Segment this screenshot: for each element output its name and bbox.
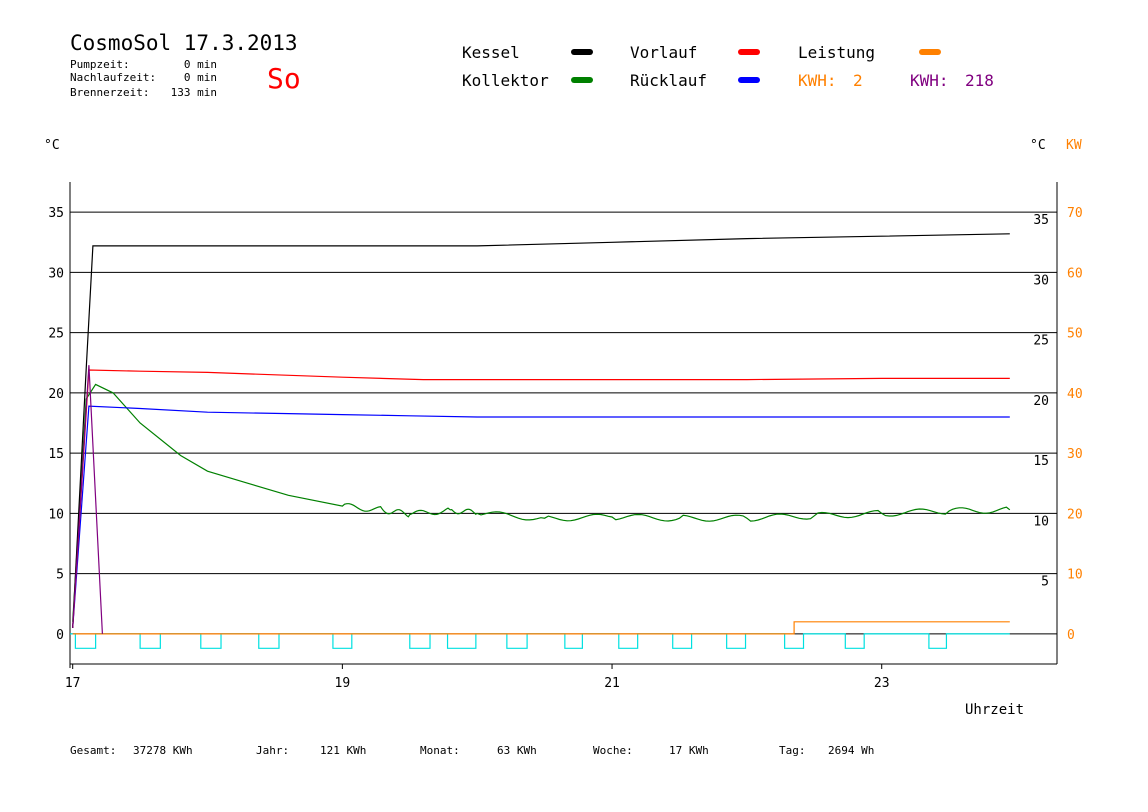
y-tick-label-left: 35	[48, 206, 64, 221]
y-tick-label-right: 5	[1041, 575, 1049, 590]
legend-swatch-vorlauf	[738, 49, 760, 55]
y-tick-label-left: 0	[56, 628, 64, 643]
y-tick-label-kw: 40	[1067, 387, 1083, 402]
x-tick-label: 17	[65, 676, 81, 691]
legend-label-vorlauf: Vorlauf	[630, 43, 697, 62]
y-tick-label-right: 15	[1033, 454, 1049, 469]
tick-labels: 0 5 10 15 20 25 30 35 5 10 15 20 25 30 35 0 10 20 30 40 50 60…	[48, 206, 1082, 691]
stat-value: 0 min	[184, 58, 217, 71]
y-tick-label-kw: 10	[1067, 568, 1083, 583]
footer-label: Tag:	[779, 744, 806, 757]
footer-value: 17 KWh	[669, 744, 709, 757]
stat-value: 133 min	[171, 86, 217, 99]
series-line-kessel	[72, 233, 1010, 628]
footer-label: Jahr:	[256, 744, 289, 757]
footer-value: 2694 Wh	[828, 744, 874, 757]
y-tick-label-left: 10	[48, 507, 64, 522]
footer-value: 63 KWh	[497, 744, 537, 757]
footer-label: Woche:	[593, 744, 633, 757]
legend-label-kollektor: Kollektor	[462, 71, 549, 90]
footer-label: Gesamt:	[70, 744, 116, 757]
day-label: So	[267, 62, 301, 95]
y-tick-label-right: 25	[1033, 334, 1049, 349]
y-tick-label-kw: 30	[1067, 447, 1083, 462]
y-axis-right-unit: °C	[1030, 138, 1046, 153]
y-tick-label-left: 15	[48, 447, 64, 462]
y-tick-label-kw: 70	[1067, 206, 1083, 221]
y-tick-label-right: 35	[1033, 213, 1049, 228]
x-tick-label: 19	[335, 676, 351, 691]
y-tick-label-kw: 50	[1067, 327, 1083, 342]
y-axis-left-unit: °C	[44, 138, 60, 153]
grid-lines	[70, 211, 1057, 635]
y-tick-label-kw: 0	[1067, 628, 1075, 643]
series-line-leistung	[72, 621, 1010, 635]
footer-label: Monat:	[420, 744, 460, 757]
y-tick-label-left: 25	[48, 327, 64, 342]
x-tick-label: 23	[874, 676, 890, 691]
kwh-left-value: 2	[853, 71, 863, 90]
y-tick-label-left: 30	[48, 266, 64, 281]
stat-label: Pumpzeit:	[70, 58, 130, 71]
series-line-kwh	[72, 365, 103, 634]
legend-label-kessel: Kessel	[462, 43, 520, 62]
footer-value: 37278 KWh	[133, 744, 193, 757]
series-lines	[72, 233, 1011, 635]
x-tick-label: 21	[604, 676, 620, 691]
y-tick-label-left: 20	[48, 387, 64, 402]
y-tick-label-right: 30	[1033, 273, 1049, 288]
pump-signal-line	[70, 633, 1010, 649]
pump-signal	[70, 633, 1010, 649]
kwh-left-label: KWH:	[798, 71, 837, 90]
kwh-right-value: 218	[965, 71, 994, 90]
chart-title: CosmoSol 17.3.2013	[70, 31, 298, 55]
legend-swatch-leistung	[919, 49, 941, 55]
y-tick-label-kw: 60	[1067, 266, 1083, 281]
series-line-kollektor	[72, 383, 1011, 622]
y-tick-label-right: 10	[1033, 514, 1049, 529]
legend-swatch-kollektor	[571, 77, 593, 83]
y-tick-label-left: 5	[56, 568, 64, 583]
footer-value: 121 KWh	[320, 744, 366, 757]
series-line-vorlauf	[72, 369, 1010, 628]
legend-swatch-kessel	[571, 49, 593, 55]
stat-label: Brennerzeit:	[70, 86, 149, 99]
stat-value: 0 min	[184, 71, 217, 84]
stat-label: Nachlaufzeit:	[70, 71, 156, 84]
kwh-right-label: KWH:	[910, 71, 949, 90]
legend-swatch-ruecklauf	[738, 77, 760, 83]
y-tick-label-kw: 20	[1067, 507, 1083, 522]
y-axis-kw-unit: KW	[1066, 138, 1082, 153]
series-line-ruecklauf	[72, 405, 1010, 628]
x-axis-label: Uhrzeit	[965, 702, 1024, 718]
legend-label-ruecklauf: Rücklauf	[630, 71, 707, 90]
y-tick-label-right: 20	[1033, 394, 1049, 409]
legend-label-leistung: Leistung	[798, 43, 875, 62]
